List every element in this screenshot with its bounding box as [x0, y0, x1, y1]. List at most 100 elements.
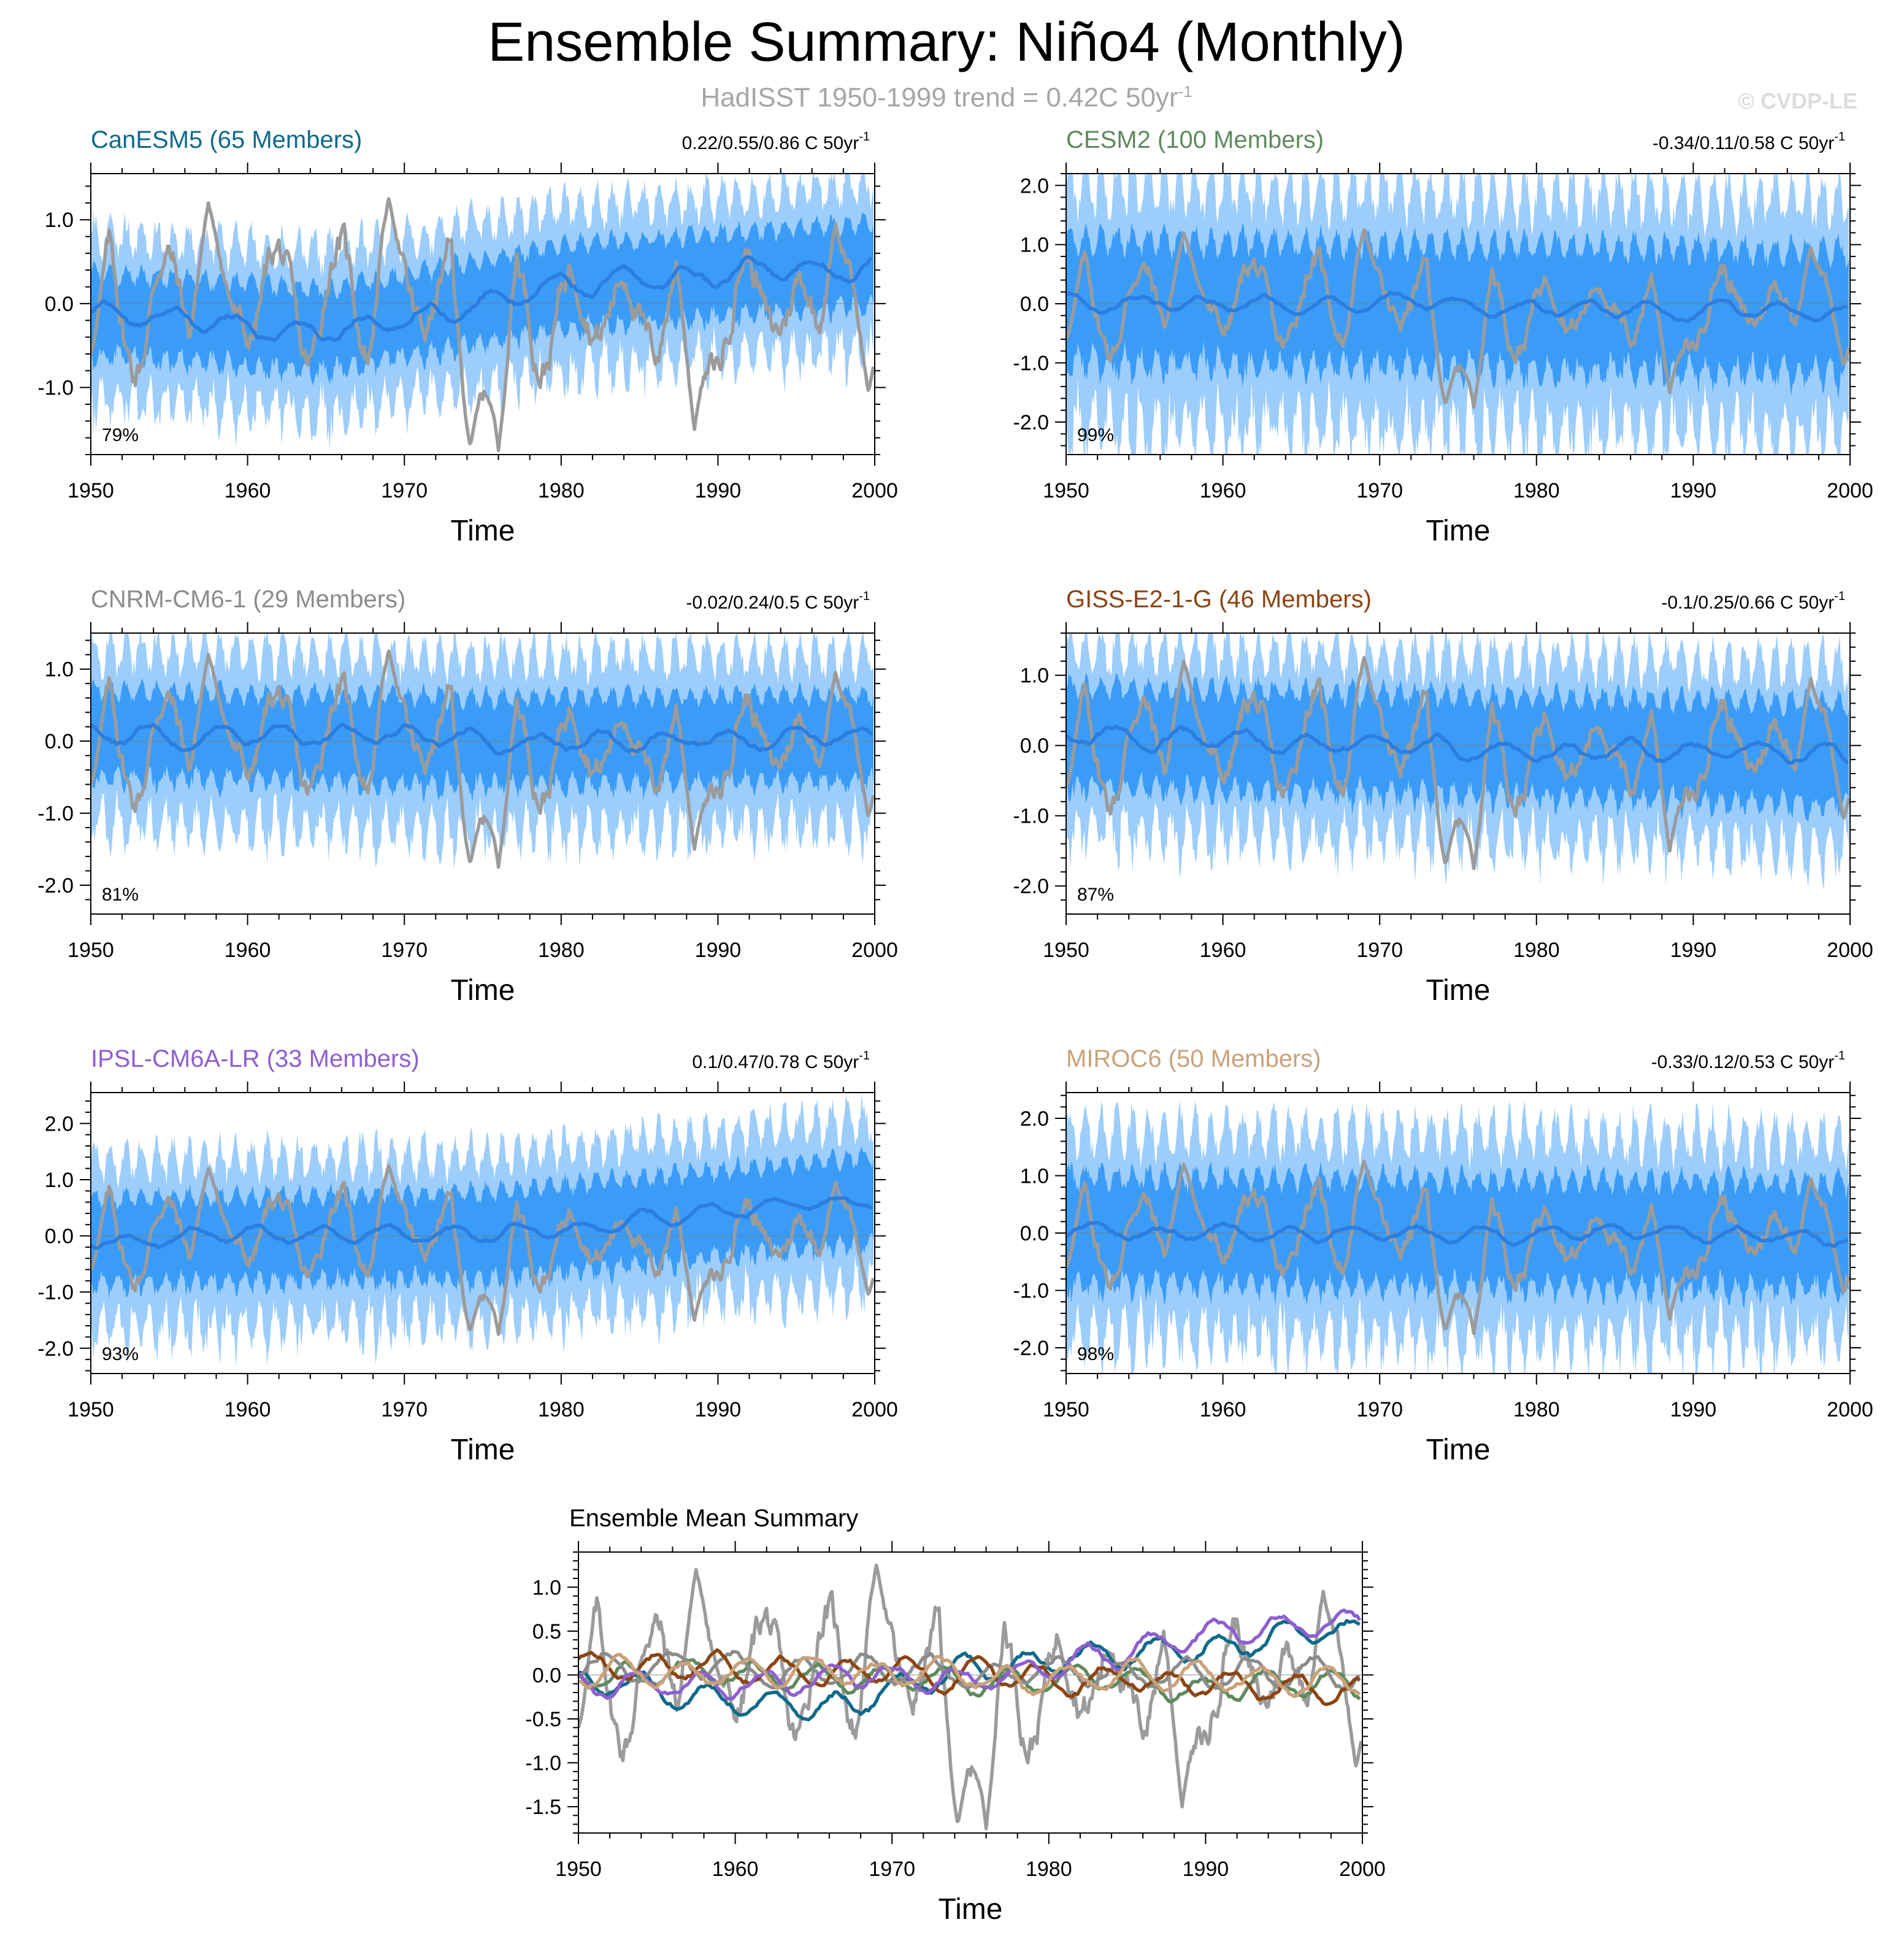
percent-label: 93% [102, 1344, 139, 1364]
plot-area [578, 1563, 1362, 1831]
x-tick-label: 1950 [555, 1858, 602, 1881]
figure-subtitle: HadISST 1950-1999 trend = 0.42C 50yr-1 [0, 82, 1893, 113]
x-tick-label: 1960 [225, 939, 271, 962]
x-tick-label: 1970 [381, 479, 428, 502]
y-tick-label: -1.0 [1013, 352, 1049, 375]
plot-area [1066, 633, 1850, 891]
panel-title: CanESM5 (65 Members) [91, 126, 362, 153]
x-tick-label: 1950 [67, 1398, 114, 1421]
percent-label: 98% [1077, 1344, 1114, 1364]
panel-3: 1950 1960 1970 1980 1990 2000 Time 1.0 0.0 -1.0 -2… [1013, 586, 1873, 1007]
panel-2: 1950 1960 1970 1980 1990 2000 Time 1.0 0.0 -1.0 -2… [37, 586, 897, 1007]
x-axis-label: Time [451, 1434, 515, 1466]
plot-area [91, 633, 875, 870]
series-line-hadisst [578, 1563, 1362, 1831]
observed-line [91, 197, 875, 452]
x-tick-label: 1960 [712, 1858, 759, 1881]
panel-title: GISS-E2-1-G (46 Members) [1066, 586, 1372, 613]
subtitle-superscript: -1 [1178, 82, 1192, 101]
panel-title: IPSL-CM6A-LR (33 Members) [91, 1045, 420, 1072]
figure-title: Ensemble Summary: Niño4 (Monthly) [488, 12, 1405, 73]
plot-frame [90, 1092, 875, 1374]
x-tick-label: 1950 [1043, 1398, 1089, 1421]
panel-5: 1950 1960 1970 1980 1990 2000 Time 2.0 1.0 0.0 -1.… [1013, 1045, 1873, 1466]
y-tick-label: 2.0 [1020, 1107, 1049, 1131]
y-tick-label: 0.0 [45, 1225, 74, 1248]
observed-line [1066, 1159, 1850, 1335]
panel-0: 1950 1960 1970 1980 1990 2000 Time 1.0 0.0 -1.0 Ca… [37, 126, 897, 547]
x-axis-label: Time [1426, 515, 1491, 547]
trend-label: -0.1/0.25/0.66 C 50yr-1 [1661, 590, 1845, 613]
plot-area [91, 174, 875, 452]
series-line-giss-e2-1-g [578, 1648, 1361, 1707]
x-tick-label: 1970 [869, 1858, 915, 1881]
x-axis-label: Time [1426, 1434, 1491, 1466]
ensemble-inner-band [91, 1146, 874, 1299]
y-tick-label: 0.5 [532, 1620, 561, 1643]
x-tick-label: 1970 [1356, 1398, 1403, 1421]
ensemble-mean-line [91, 722, 874, 756]
ensemble-mean-line [91, 1196, 873, 1251]
x-tick-label: 2000 [851, 939, 898, 962]
x-tick-label: 1980 [1513, 1398, 1560, 1421]
subtitle-text: HadISST 1950-1999 trend = 0.42C 50yr [701, 82, 1178, 113]
series-line-miroc6 [578, 1653, 1361, 1699]
trend-label: -0.02/0.24/0.5 C 50yr-1 [686, 590, 870, 613]
y-tick-label: 0.0 [1020, 293, 1049, 316]
x-tick-label: 1960 [225, 1398, 271, 1421]
percent-label: 87% [1077, 885, 1114, 905]
y-tick-label: -1.0 [525, 1752, 561, 1775]
y-tick-label: 1.0 [45, 658, 74, 682]
panel-title: CNRM-CM6-1 (29 Members) [91, 586, 405, 613]
x-tick-label: 1980 [1513, 939, 1560, 962]
trend-superscript: -1 [859, 1049, 870, 1063]
x-tick-label: 1950 [67, 939, 114, 962]
x-tick-label: 1990 [1670, 1398, 1717, 1421]
y-tick-label: -1.0 [37, 377, 74, 400]
y-tick-label: 0.0 [1020, 1222, 1049, 1245]
y-tick-label: 0.0 [532, 1664, 561, 1687]
panel-4: 1950 1960 1970 1980 1990 2000 Time 2.0 1.0 0.0 -1.… [37, 1045, 897, 1466]
x-tick-label: 1990 [695, 479, 742, 502]
y-tick-label: 2.0 [1020, 174, 1049, 198]
watermark: © CVDP-LE [1738, 88, 1857, 113]
y-tick-label: -2.0 [37, 874, 74, 897]
trend-label: -0.33/0.12/0.53 C 50yr-1 [1651, 1049, 1845, 1072]
x-tick-label: 1990 [1670, 479, 1717, 502]
trend-superscript: -1 [1834, 590, 1845, 603]
y-tick-label: 2.0 [45, 1112, 74, 1136]
y-tick-label: 1.0 [1020, 1165, 1049, 1188]
x-tick-label: 1980 [1026, 1858, 1072, 1881]
y-tick-label: -2.0 [37, 1337, 74, 1361]
y-tick-label: -2.0 [1013, 875, 1049, 898]
x-tick-label: 2000 [851, 479, 898, 502]
percent-label: 99% [1077, 425, 1114, 445]
ensemble-mean-line [91, 255, 874, 342]
y-tick-label: -1.0 [1013, 1279, 1049, 1302]
ensemble-mean-line [1066, 1221, 1849, 1248]
panel-title: CESM2 (100 Members) [1066, 126, 1324, 153]
ensemble-mean-line [1066, 291, 1848, 323]
y-tick-label: 1.0 [1020, 234, 1049, 257]
y-tick-label: 0.0 [45, 293, 74, 316]
x-tick-label: 1980 [538, 1398, 585, 1421]
series-line-canesm5 [578, 1619, 1361, 1722]
x-tick-label: 2000 [1827, 1398, 1873, 1421]
series-line-cnrm-cm6-1 [578, 1650, 1361, 1693]
trend-superscript: -1 [859, 590, 870, 603]
trend-label: -0.34/0.11/0.58 C 50yr-1 [1653, 130, 1845, 153]
plot-area [91, 1094, 875, 1368]
x-axis-label: Time [451, 515, 515, 547]
x-tick-label: 1980 [538, 479, 585, 502]
y-tick-label: -2.0 [1013, 1337, 1049, 1360]
panel-title: MIROC6 (50 Members) [1066, 1045, 1321, 1072]
x-tick-label: 1960 [1200, 1398, 1246, 1421]
observed-line [1066, 656, 1850, 870]
x-tick-label: 1960 [1200, 479, 1246, 502]
y-tick-label: 1.0 [45, 1169, 74, 1192]
series-line-ipsl-cm6a-lr [578, 1608, 1362, 1701]
x-tick-label: 2000 [1339, 1858, 1386, 1881]
x-tick-label: 1980 [538, 939, 585, 962]
y-tick-label: 1.0 [532, 1576, 561, 1599]
